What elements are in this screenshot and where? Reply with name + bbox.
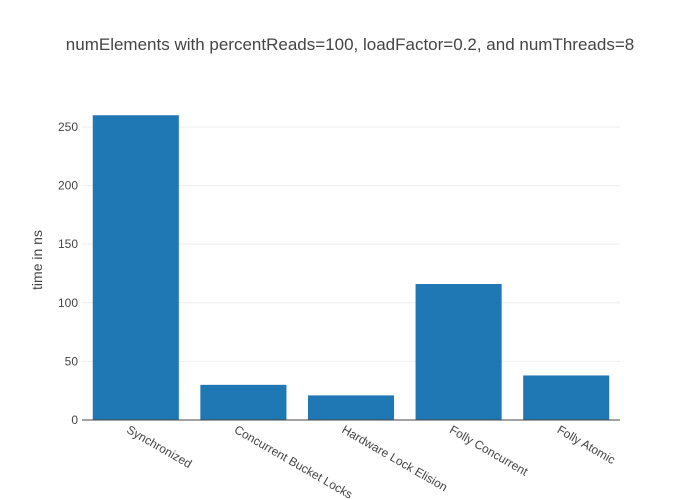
y-tick-label: 100 bbox=[58, 296, 78, 310]
x-tick-label: Hardware Lock Elision bbox=[340, 422, 450, 494]
x-tick-label: Concurrent Bucket Locks bbox=[232, 422, 355, 500]
x-tick-label: Synchronized bbox=[124, 422, 194, 470]
bar-folly-concurrent[interactable] bbox=[415, 284, 502, 420]
chart-title: numElements with percentReads=100, loadF… bbox=[66, 35, 634, 54]
x-tick-labels: Synchronized Concurrent Bucket LocksHardw… bbox=[124, 422, 617, 500]
bars bbox=[92, 115, 610, 420]
x-tick-label: Folly Concurrent bbox=[447, 422, 531, 478]
bar-folly-atomic[interactable] bbox=[523, 375, 610, 420]
y-tick-label: 250 bbox=[58, 120, 78, 134]
y-axis-title: time in ns bbox=[29, 230, 45, 290]
y-tick-label: 0 bbox=[71, 413, 78, 427]
y-tick-label: 150 bbox=[58, 237, 78, 251]
bar-synchronized[interactable] bbox=[92, 115, 179, 420]
bar-concurrent-bucket-locks[interactable] bbox=[200, 384, 287, 420]
y-tick-labels: 0 50 100 150 200 250 bbox=[58, 120, 78, 427]
y-tick-label: 200 bbox=[58, 179, 78, 193]
x-tick-label: Folly Atomic bbox=[555, 422, 618, 466]
y-tick-label: 50 bbox=[65, 354, 79, 368]
bar-hardware-lock-elision[interactable] bbox=[307, 395, 395, 420]
